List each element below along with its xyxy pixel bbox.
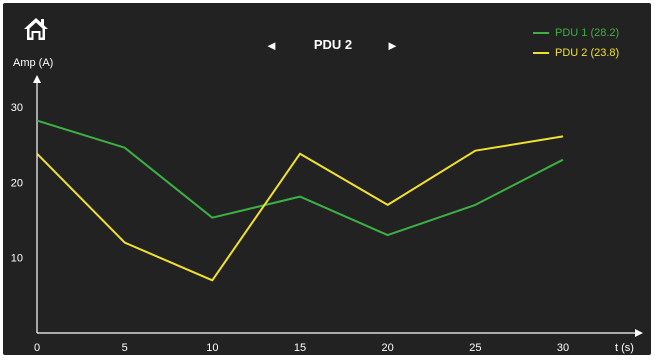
legend-item-pdu-1[interactable]: PDU 1 (28.2) <box>533 23 619 43</box>
x-tick-label: 15 <box>294 342 306 354</box>
chart-screen: ◄ PDU 2 ► 0 5 10 15 20 25 30 10 20 30 Amp (A) t (s)… <box>3 3 651 355</box>
legend-label: PDU 1 (28.2) <box>555 27 620 39</box>
x-tick-label: 20 <box>382 342 394 354</box>
x-tick-label: 0 <box>34 342 40 354</box>
x-tick-label: 25 <box>469 342 481 354</box>
y-axis-arrow <box>33 75 41 83</box>
y-tick-label: 10 <box>11 253 23 265</box>
prev-pdu-button[interactable]: ◄ <box>265 38 278 53</box>
home-button[interactable] <box>23 16 49 42</box>
legend-swatch <box>533 32 549 34</box>
chart-legend: PDU 1 (28.2) PDU 2 (23.8) <box>533 23 619 63</box>
x-tick-label: 30 <box>557 342 569 354</box>
x-tick-label: 10 <box>206 342 218 354</box>
y-tick-label: 30 <box>11 102 23 114</box>
y-tick-label: 20 <box>11 177 23 189</box>
legend-swatch <box>533 52 549 54</box>
series-line-pdu-2 <box>36 135 564 282</box>
series-line-pdu-1 <box>36 119 564 237</box>
next-pdu-button[interactable]: ► <box>386 38 399 53</box>
line-chart: 0 5 10 15 20 25 30 10 20 30 Amp (A) t (s) <box>11 57 643 354</box>
y-axis-label: Amp (A) <box>13 57 53 69</box>
x-axis-label: t (s) <box>615 342 634 354</box>
home-icon <box>24 18 48 40</box>
x-axis-arrow <box>635 329 643 337</box>
legend-label: PDU 2 (23.8) <box>555 47 620 59</box>
legend-item-pdu-2[interactable]: PDU 2 (23.8) <box>533 43 619 63</box>
x-tick-label: 5 <box>122 342 128 354</box>
